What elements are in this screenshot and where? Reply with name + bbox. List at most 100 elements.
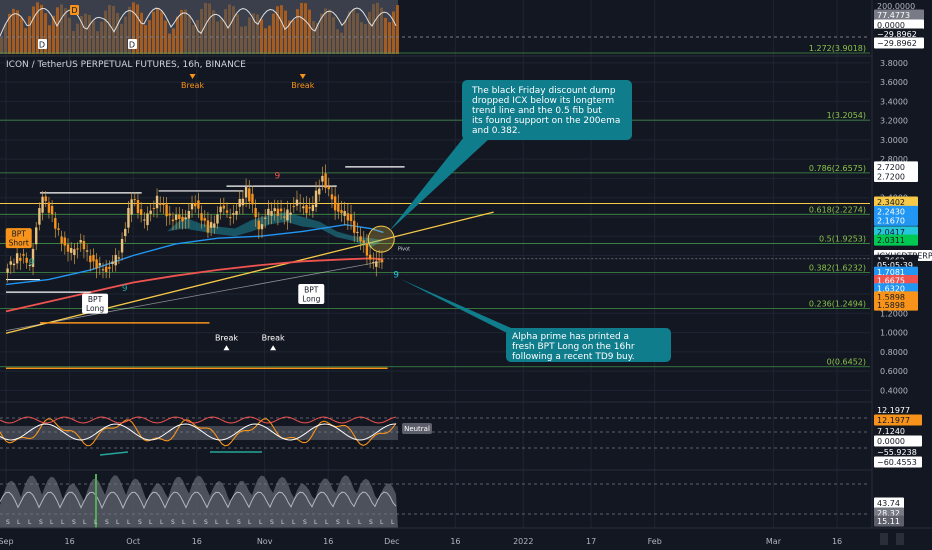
candle-body [305,205,308,214]
candle-body [267,208,270,216]
x-tick-label: 16 [832,537,842,546]
callout-text-line: following a recent TD9 buy. [512,352,635,362]
grid-lines [0,0,870,528]
top-panel-bar [360,22,363,54]
price-axis: 0.40000.60000.80001.00001.20001.40001.60… [871,0,932,550]
top-panel-bar [24,28,27,54]
top-panel-bar [188,15,191,54]
osc-axis-label: 0.0000 [877,437,905,446]
y-tick-label: 3.6000 [880,78,908,87]
volume-tag: S [204,519,208,526]
top-panel-bar [332,17,335,55]
fib-level-label: 0(0.6452) [827,358,866,367]
price-axis-label: 2.3402 [877,198,905,207]
osc-axis-label: −60.4553 [877,458,917,467]
volume-tag: L [83,519,87,526]
settings-icon[interactable] [880,533,888,545]
price-axis-label: 2.0311 [877,236,905,245]
volume-tag: L [61,519,65,526]
callout-pointer [389,132,490,232]
price-axis-label-bg [874,196,918,208]
scale-icon[interactable] [896,533,904,545]
candle-body [377,259,381,261]
volume-tag: S [138,519,142,526]
price-axis-label-bg [874,299,918,311]
top-panel-bar [96,31,99,54]
osc-axis-label-bg [874,414,922,426]
top-panel-bar [264,28,267,54]
top-panel-bar [8,13,11,54]
top-panel-bar [136,4,139,54]
top-panel-bar [240,26,243,54]
x-tick-label: Dec [384,537,399,546]
callout-text-line: The black Friday discount dump [471,86,616,96]
volume-tag: L [127,519,131,526]
top-panel-axis-label-bg [874,0,924,12]
candle-body [127,207,130,228]
bpt-label-line1: BPT [88,295,103,304]
candle-body [101,269,105,271]
candle-body [117,257,121,259]
top-panel-bar [164,20,167,54]
top-panel-marker-text: D [71,6,77,15]
candle-body [111,261,114,265]
top-panel-axis-label-bg [874,28,924,40]
osc-axis-label: 7.1240 [877,427,905,436]
top-panel-bar [44,13,47,55]
top-panel-bar [260,19,263,54]
candle-body [327,186,330,190]
candle-body [286,209,289,221]
top-panel-bar [312,21,315,54]
top-indicator-panel: D D D [0,0,932,57]
candle-body [143,219,146,221]
y-tick-label: 2.8000 [880,155,908,164]
candle-body [203,218,206,221]
top-panel-bar [132,2,135,55]
candle-body [289,212,292,215]
candle-body [232,213,235,215]
candle-body [174,214,178,220]
callout-text-line: trend line and the 0.5 fib but [472,106,602,116]
volume-axis-label: 15.11 [877,517,900,526]
osc-axis-label-bg [874,456,922,468]
top-panel-bar [296,9,299,54]
top-panel-line [0,7,397,37]
top-panel-bar [184,9,187,54]
osc-band [0,426,398,440]
price-axis-label-bg [874,266,918,278]
fib-level-label: 0.786(2.6575) [809,164,866,173]
candle-body [85,250,89,252]
top-panel-bar [292,20,295,55]
candle-body [31,248,35,267]
top-panel-marker [70,5,79,15]
y-tick-label: 0.8000 [880,348,908,357]
top-panel-bar [180,9,183,55]
price-axis-label: 2.7200 [877,163,905,172]
bpt-label-line2: Short [9,239,29,248]
candle-body [356,231,359,233]
candle-body [95,259,98,269]
candle-body [124,228,127,237]
candle-body [15,253,19,264]
volume-tag: S [270,519,274,526]
neutral-label: Neutral [404,425,430,433]
bpt-label-box [5,228,32,249]
top-panel-bar [352,9,355,54]
callout-text-line: Alpha prime has printed a [512,332,629,342]
volume-tag: S [105,519,109,526]
candle-body [209,222,213,228]
top-panel-bar [376,2,379,55]
top-panel-bar [32,6,35,54]
candle-body [200,213,203,221]
candle-body [279,208,283,212]
top-panel-bar [72,30,75,54]
top-panel-bar [128,6,131,54]
price-axis-label-bg [874,234,918,246]
volume-tag: L [248,519,252,526]
top-panel-bar [396,5,399,54]
y-tick-label: 1.2000 [880,309,908,318]
highlight-circle [367,225,395,253]
candle-body [184,217,187,220]
